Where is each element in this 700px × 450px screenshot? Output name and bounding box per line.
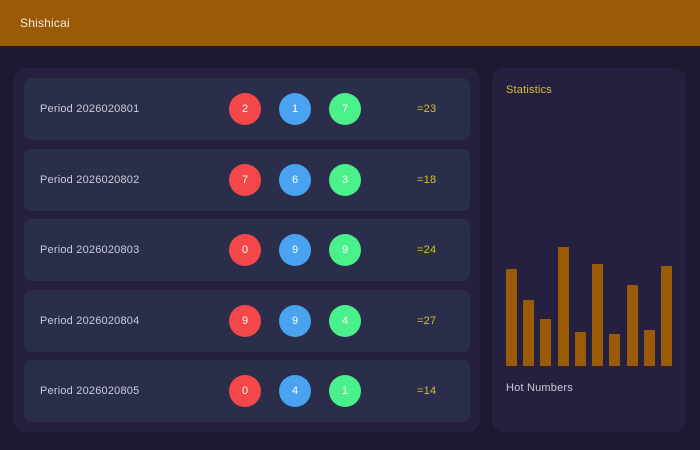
draw-row[interactable]: Period 2026020803 0 9 9 =24	[24, 219, 470, 281]
draw-ball-blue: 6	[279, 163, 311, 196]
draw-ball-green: 4	[329, 304, 361, 337]
draw-sum-label: =27	[417, 314, 437, 327]
draw-row[interactable]: Period 2026020804 9 9 4 =27	[24, 289, 470, 352]
draw-sum-label: =24	[417, 244, 437, 256]
draws-panel: Period 2026020801 2 1 7 =23 Period 2026020802…	[14, 68, 480, 432]
draw-ball-red: 2	[229, 93, 261, 125]
hot-bar	[506, 268, 517, 366]
hot-bar	[557, 247, 569, 366]
draw-sum-label: =14	[417, 385, 437, 397]
draw-ball-red: 7	[229, 163, 261, 196]
hot-bar	[540, 318, 552, 366]
draw-ball-green: 7	[329, 93, 361, 125]
app-title: Shishicai	[20, 16, 70, 30]
draw-ball-red: 9	[229, 304, 261, 337]
draw-ball-blue: 1	[279, 93, 311, 125]
draw-ball-green: 3	[329, 163, 361, 196]
draw-period-label: Period 2026020804	[40, 314, 140, 327]
hot-numbers-label: Hot Numbers	[506, 382, 573, 394]
draw-row[interactable]: Period 2026020805 0 4 1 =14	[24, 360, 470, 422]
hot-bar	[660, 266, 672, 366]
draw-period-label: Period 2026020802	[40, 173, 140, 186]
draw-period-label: Period 2026020801	[40, 103, 140, 115]
hot-bar	[609, 333, 621, 366]
draw-ball-red: 0	[229, 375, 261, 407]
statistics-panel: Statistics Hot Numbers	[492, 68, 686, 432]
draw-row[interactable]: Period 2026020802 7 6 3 =18	[24, 148, 470, 211]
draw-ball-blue: 4	[279, 375, 311, 407]
hot-bar	[592, 263, 604, 366]
hot-bar	[523, 299, 535, 366]
draw-period-label: Period 2026020805	[40, 385, 140, 397]
app-header: Shishicai	[0, 0, 700, 46]
draw-ball-red: 0	[229, 234, 261, 266]
hot-bar	[626, 284, 638, 366]
draw-ball-blue: 9	[279, 304, 311, 337]
app-body: Period 2026020801 2 1 7 =23 Period 2026020802…	[0, 46, 700, 450]
draw-row[interactable]: Period 2026020801 2 1 7 =23	[24, 78, 470, 140]
draw-sum-label: =18	[417, 173, 437, 186]
draw-sum-label: =23	[417, 103, 437, 115]
draw-period-label: Period 2026020803	[40, 244, 140, 256]
hot-bar	[643, 329, 655, 366]
hot-numbers-bar-chart	[506, 241, 672, 366]
draw-ball-green: 9	[329, 234, 361, 266]
statistics-title: Statistics	[506, 84, 553, 96]
draw-ball-green: 1	[329, 375, 361, 407]
draw-ball-blue: 9	[279, 234, 311, 266]
hot-bar	[574, 332, 586, 366]
